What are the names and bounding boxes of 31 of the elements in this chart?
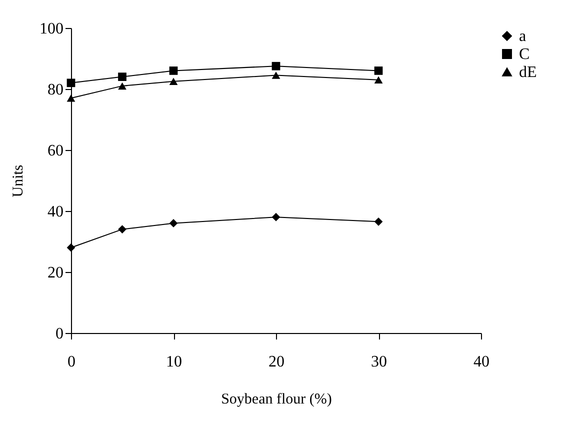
y-tick-label: 80 [48, 82, 64, 98]
y-tick-label: 20 [48, 264, 64, 282]
point [169, 219, 178, 228]
y-tick-label: 40 [48, 204, 64, 220]
point [118, 82, 126, 90]
x-tick-label: 0 [68, 354, 76, 370]
point [272, 62, 280, 70]
point [66, 78, 76, 88]
point [374, 76, 383, 84]
point [66, 94, 76, 102]
legend-label: dE [519, 64, 537, 81]
legend-label: a [519, 28, 526, 45]
point [169, 66, 178, 75]
x-tick-label: 10 [166, 354, 182, 370]
point [272, 72, 280, 79]
x-tick-label: 30 [371, 354, 387, 370]
point [118, 72, 126, 81]
x-tick-label: 20 [268, 354, 284, 370]
y-tick-label: 60 [48, 142, 64, 160]
point [66, 243, 76, 252]
point [118, 225, 126, 234]
y-tick-label: 100 [40, 20, 64, 38]
point [374, 66, 383, 75]
point [169, 78, 178, 85]
y-axis-title: Units [10, 164, 26, 198]
y-tick-label: 0 [56, 326, 64, 342]
point [272, 212, 280, 222]
x-axis-title: Soybean flour (%) [221, 392, 332, 408]
x-tick-label: 40 [474, 354, 490, 370]
legend-label: C [519, 46, 530, 63]
point [374, 217, 383, 226]
